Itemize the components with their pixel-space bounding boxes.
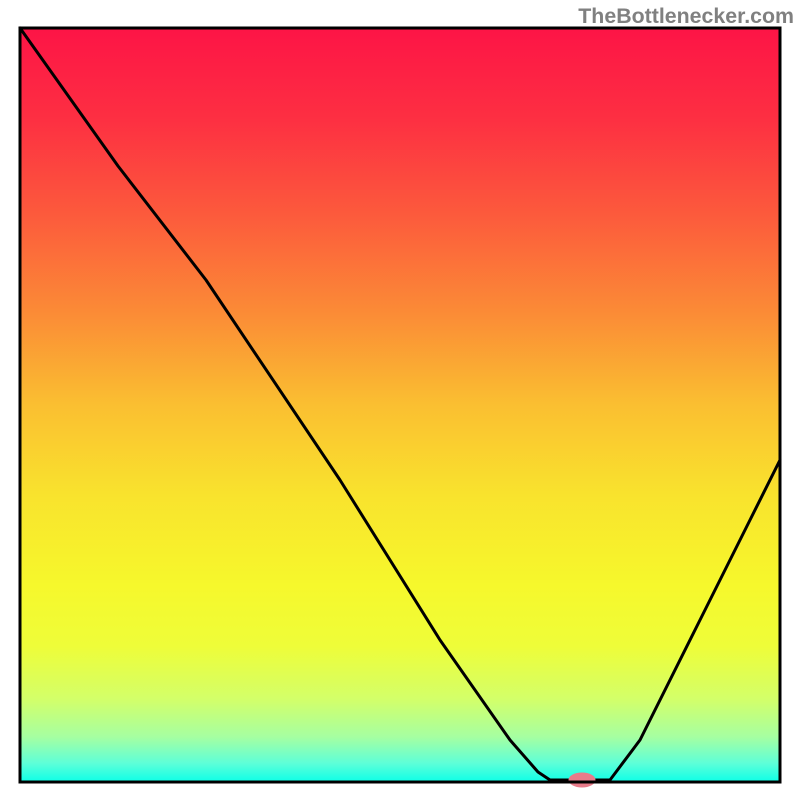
watermark-text: TheBottlenecker.com xyxy=(578,4,794,29)
chart-container: TheBottlenecker.com xyxy=(0,0,800,800)
bottleneck-chart xyxy=(0,0,800,800)
gradient-background xyxy=(20,28,780,782)
optimal-point-marker xyxy=(569,773,595,787)
